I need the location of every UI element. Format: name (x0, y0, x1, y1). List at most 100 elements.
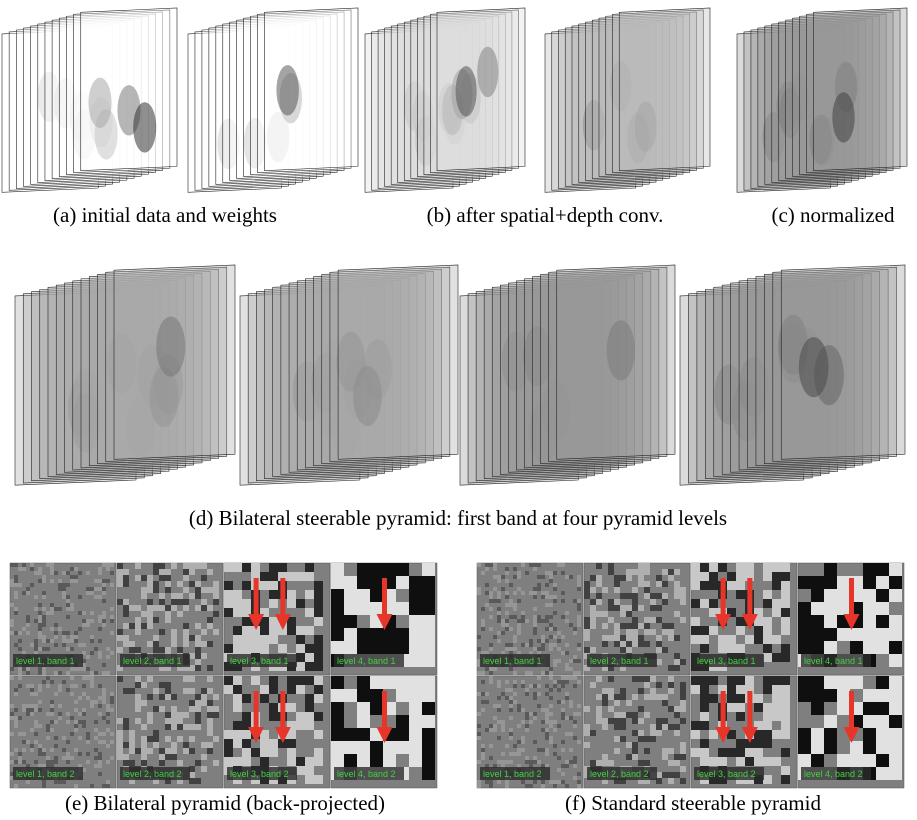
tile-texture (632, 605, 638, 611)
tile-texture (824, 641, 837, 654)
tile-texture (141, 623, 147, 629)
tile-texture (38, 708, 42, 712)
tile-texture (529, 760, 533, 764)
tile-texture (58, 712, 62, 716)
tile-texture (863, 563, 876, 576)
tile-texture (620, 694, 626, 700)
tile-texture (545, 692, 549, 696)
tile-texture (177, 712, 183, 718)
tile-texture (549, 623, 553, 627)
tile-texture (70, 676, 74, 680)
tile-texture (102, 599, 106, 603)
tile-texture (207, 730, 213, 736)
tile-texture (876, 715, 889, 728)
tile-texture (70, 607, 74, 611)
tile-texture (141, 724, 147, 730)
tile-texture (296, 757, 305, 766)
tile-texture (632, 635, 638, 641)
tile-texture (505, 603, 509, 607)
tile-texture (533, 627, 537, 631)
tile-texture (577, 740, 581, 744)
tile-texture (296, 644, 305, 653)
figure: (a) initial data and weights (b) after s… (0, 0, 917, 820)
tile-texture (545, 716, 549, 720)
tile-texture (233, 608, 242, 617)
tile-texture (632, 718, 638, 724)
tile-texture (153, 587, 159, 593)
tile-texture (159, 748, 165, 754)
tile-texture (513, 615, 517, 619)
tile-texture (30, 563, 34, 567)
tile-texture (596, 581, 602, 587)
tile-texture (106, 579, 110, 583)
tile-texture (42, 748, 46, 752)
tile-texture (94, 756, 98, 760)
tile-texture (505, 623, 509, 627)
tile-texture (626, 712, 632, 718)
tile-texture (517, 623, 521, 627)
tile-texture (577, 615, 581, 619)
tile-texture (608, 563, 614, 569)
tile-texture (549, 780, 553, 784)
tile-texture (798, 576, 811, 589)
tile-texture (662, 694, 668, 700)
tile-texture (123, 641, 129, 647)
tile-texture (66, 740, 70, 744)
tile-texture (596, 718, 602, 724)
tile-texture (656, 593, 662, 599)
tile-texture (525, 692, 529, 696)
tile-texture (662, 700, 668, 706)
tile-texture (233, 730, 242, 739)
tile-texture (545, 752, 549, 756)
tile-texture (513, 684, 517, 688)
tile-texture (650, 629, 656, 635)
tile-texture (525, 643, 529, 647)
tile-texture (541, 639, 545, 643)
tile-texture (62, 639, 66, 643)
tile-texture (876, 628, 889, 641)
tile-texture (42, 647, 46, 651)
tile-texture (62, 591, 66, 595)
tile-texture (533, 623, 537, 627)
tile-texture (489, 671, 493, 675)
tile-label: level 2, band 1 (590, 656, 649, 666)
tile-texture (183, 563, 189, 569)
tile-texture (30, 567, 34, 571)
tile-texture (117, 718, 123, 724)
tile-texture (656, 730, 662, 736)
tile-texture (159, 605, 165, 611)
tile-texture (824, 728, 837, 741)
tile-texture (135, 694, 141, 700)
tile-texture (680, 754, 686, 760)
tile-texture (590, 605, 596, 611)
tile-texture (573, 724, 577, 728)
tile-texture (537, 647, 541, 651)
tile-texture (82, 720, 86, 724)
tile-texture (269, 703, 278, 712)
tile-texture (54, 720, 58, 724)
tile-texture (98, 756, 102, 760)
tile-texture (489, 563, 493, 567)
tile-texture (287, 599, 296, 608)
tile-texture (644, 617, 650, 623)
tile-texture (565, 692, 569, 696)
tile-texture (287, 626, 296, 635)
tile-texture (147, 736, 153, 742)
tile-texture (287, 748, 296, 757)
tile-texture (110, 651, 114, 655)
tile-texture (183, 635, 189, 641)
tile-texture (50, 712, 54, 716)
tile-texture (86, 736, 90, 740)
tile-texture (165, 718, 171, 724)
tile-texture (772, 563, 781, 572)
tile-texture (837, 702, 850, 715)
tile-texture (626, 569, 632, 575)
tile-texture (596, 599, 602, 605)
tile-texture (46, 611, 50, 615)
tile-texture (42, 579, 46, 583)
tile-texture (213, 593, 219, 599)
tile-texture (38, 623, 42, 627)
tile-texture (38, 671, 42, 675)
tile-texture (772, 730, 781, 739)
tile-texture (117, 599, 123, 605)
